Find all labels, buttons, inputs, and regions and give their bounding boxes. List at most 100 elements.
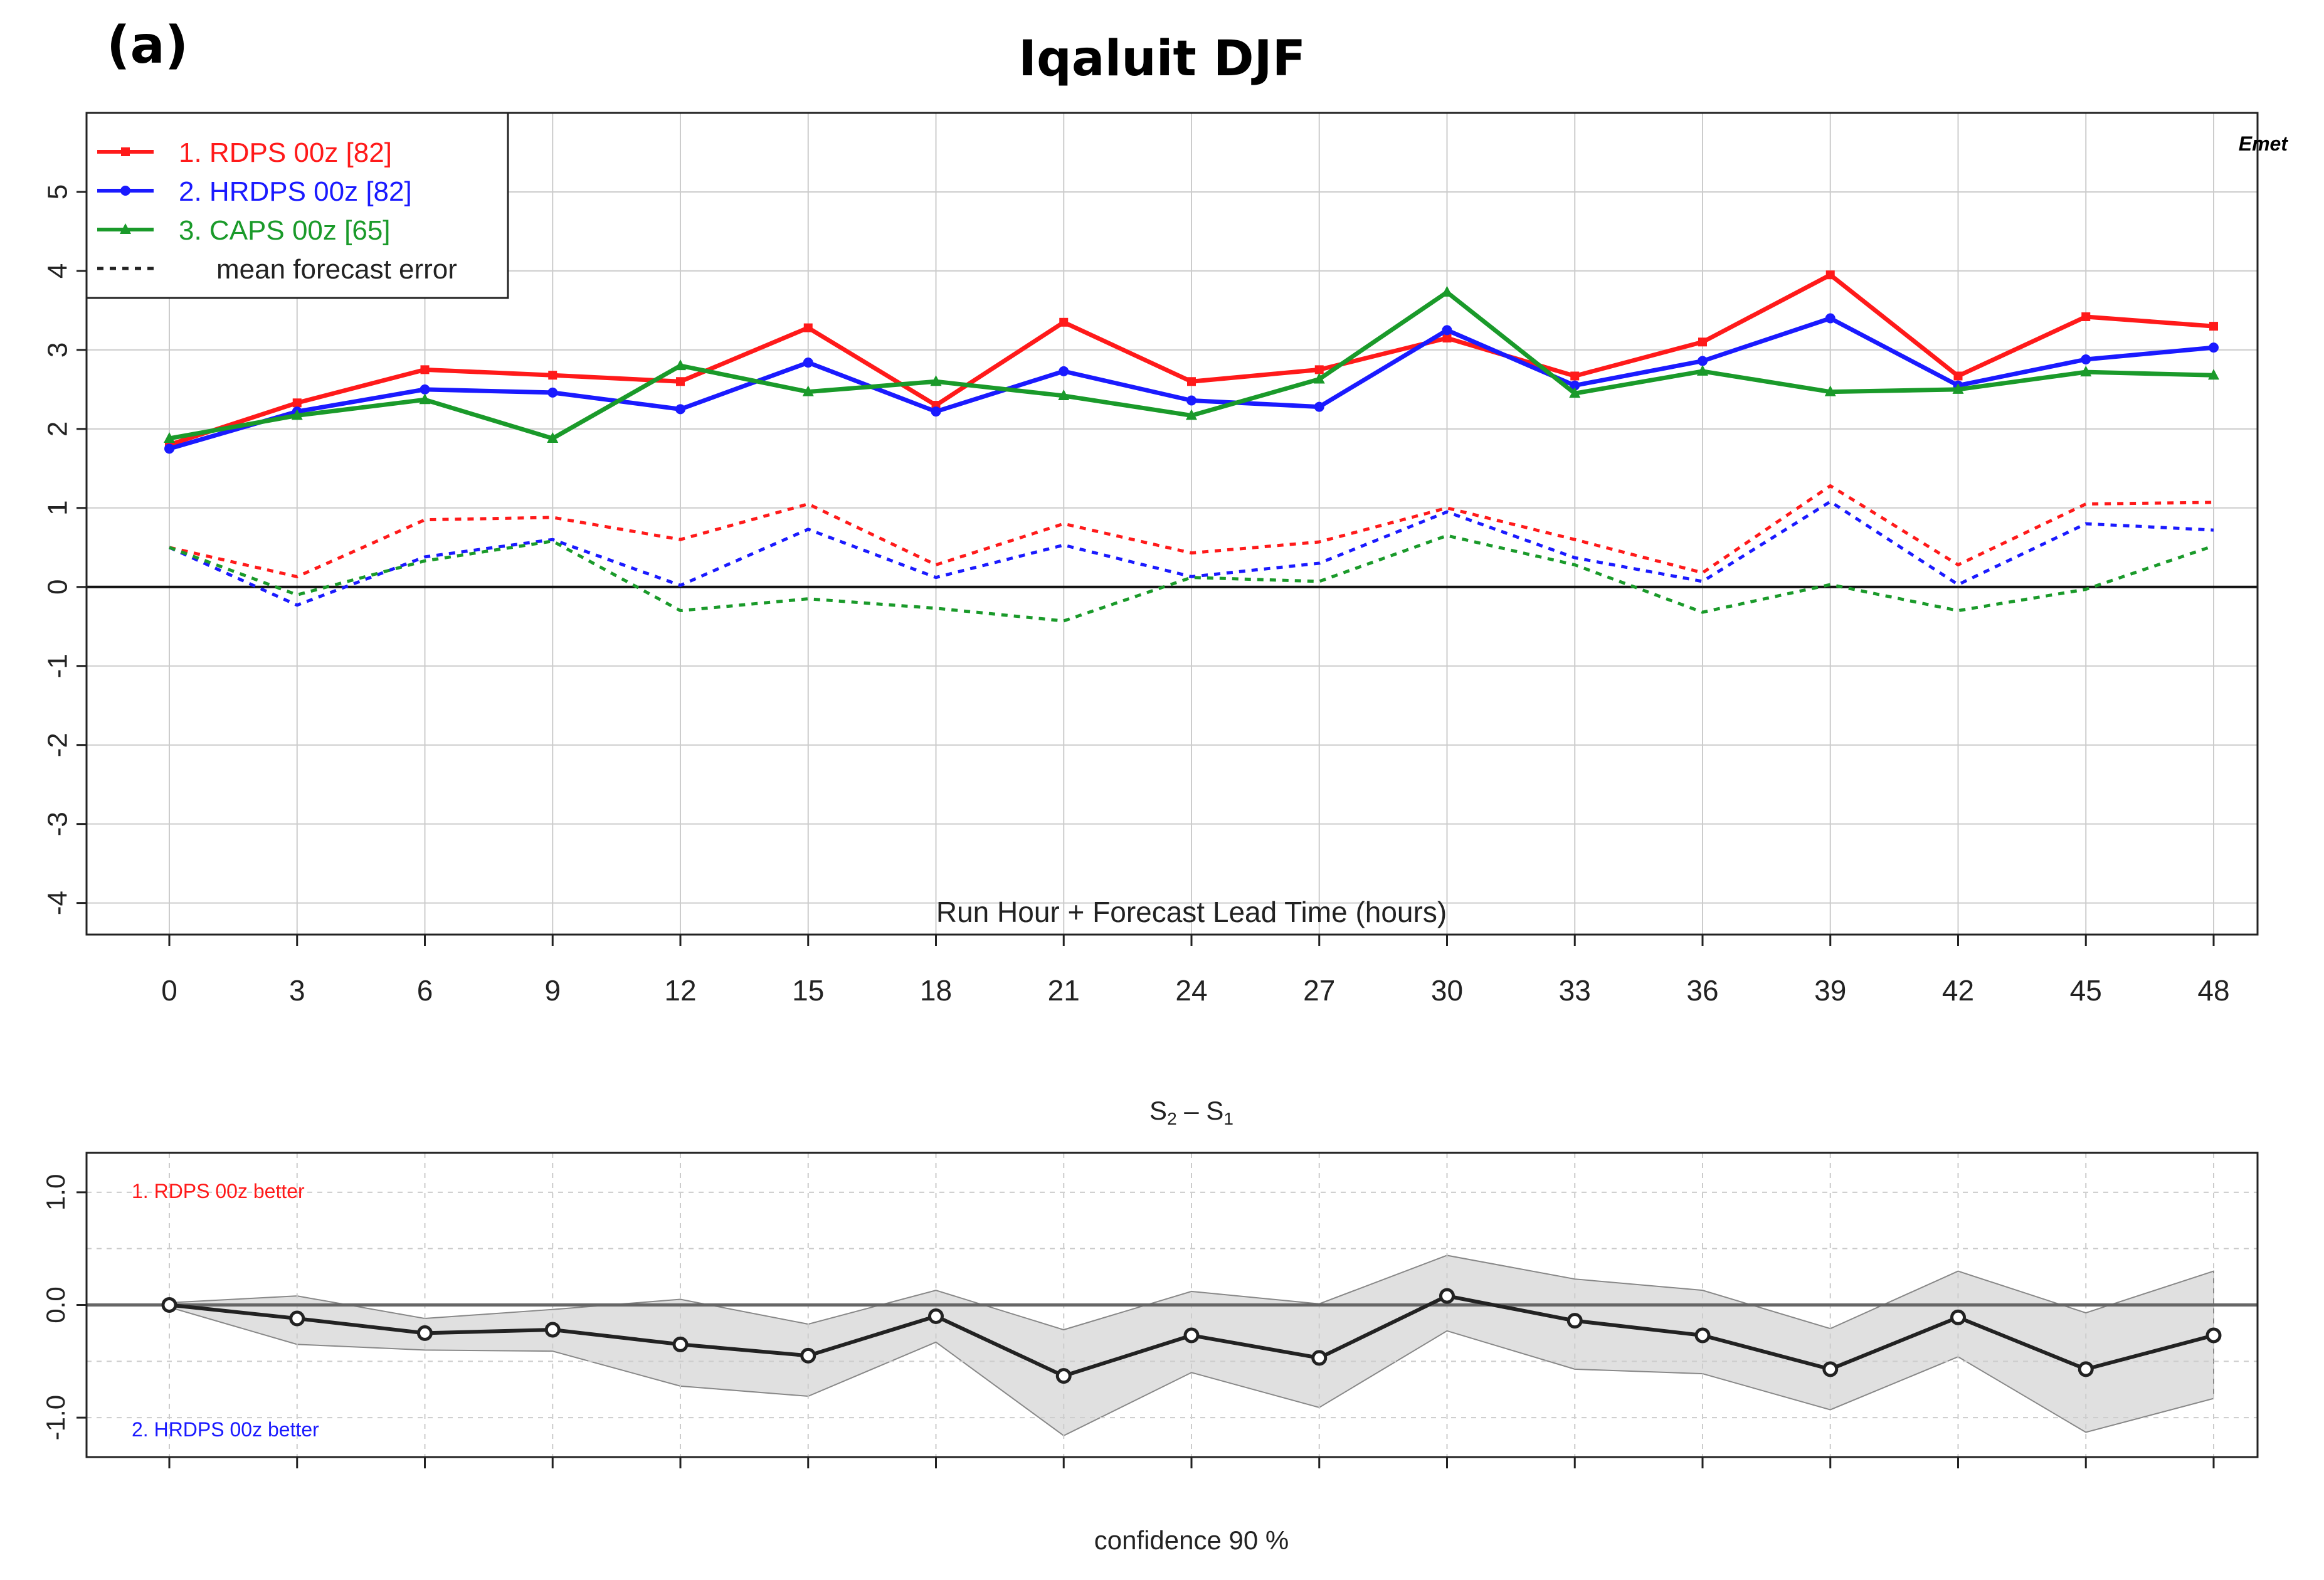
caps-point: [1058, 389, 1070, 400]
caps-point: [547, 432, 559, 443]
hrdps-point: [1570, 380, 1580, 391]
legend-label-caps: 3. CAPS 00z [65]: [179, 215, 391, 246]
source-tag: Emet: [2239, 132, 2289, 155]
series-caps-dotted: [169, 534, 2214, 623]
hrdps-point: [547, 387, 558, 398]
x-tick-label: 12: [664, 974, 696, 1007]
caps-point: [675, 359, 686, 371]
diff-point: [417, 1325, 433, 1341]
x-tick-label: 9: [544, 974, 561, 1007]
rdps-point: [2209, 322, 2218, 331]
x-tick-label: 21: [1048, 974, 1080, 1007]
rdps-point: [548, 371, 557, 380]
x-tick-label: 15: [792, 974, 824, 1007]
by-tick-label: 0.0: [41, 1286, 70, 1323]
x-tick-label: 3: [289, 974, 305, 1007]
caps-point: [291, 409, 303, 420]
caps-point: [1569, 387, 1581, 398]
legend-marker-hrdps: [120, 186, 130, 196]
x-tick-label: 36: [1686, 974, 1718, 1007]
rdps-point: [420, 365, 430, 374]
hrdps-point: [420, 384, 430, 395]
diff-point: [1566, 1313, 1583, 1329]
caps-point: [802, 385, 814, 396]
hrdps-point: [1825, 313, 1835, 324]
rdps-point: [676, 377, 685, 386]
y-tick-label: 1: [43, 501, 73, 516]
caps-point: [419, 393, 431, 405]
diff-point: [161, 1297, 177, 1313]
caps-point: [1186, 409, 1197, 420]
caps-point: [1952, 383, 1964, 394]
hrdps-point: [2209, 342, 2219, 353]
chart-title: Iqaluit DJF: [1018, 31, 1306, 87]
hrdps-point: [1186, 395, 1196, 406]
diff-point: [1694, 1327, 1711, 1344]
y-tick-label: 2: [43, 422, 73, 437]
diff-point: [544, 1322, 561, 1338]
y-tick-label: 5: [43, 184, 73, 199]
hrdps-point: [164, 443, 174, 454]
diff-point: [800, 1347, 816, 1364]
diff-point: [1950, 1309, 1966, 1325]
hrdps-point: [2081, 354, 2091, 364]
caps-point: [164, 432, 175, 443]
diff-point: [1311, 1350, 1328, 1366]
caps-point: [2080, 366, 2092, 377]
by-tick-label: -1.0: [41, 1395, 70, 1440]
rdps-point: [2081, 312, 2091, 321]
caps-point: [1824, 385, 1836, 396]
caps-point: [1441, 285, 1453, 297]
x-tick-label: 39: [1814, 974, 1846, 1007]
series-hrdps-dotted: [168, 500, 2214, 607]
hrdps-point: [1442, 325, 1452, 336]
x-tick-label: 18: [920, 974, 952, 1007]
top-plot-frame: [85, 112, 2259, 936]
rdps-better-label: 1. RDPS 00z better: [132, 1180, 305, 1202]
hrdps-point: [1314, 401, 1324, 412]
panel-label: (a): [107, 16, 188, 75]
confidence-footer: confidence 90 %: [1094, 1525, 1289, 1555]
hrdps-better-label: 2. HRDPS 00z better: [132, 1418, 319, 1441]
legend-label-mean-error: mean forecast error: [216, 254, 457, 285]
series-rdps-dotted: [169, 484, 2214, 578]
rdps-point: [1570, 371, 1580, 381]
rdps-point: [1825, 270, 1835, 280]
bottom-grid: [87, 1153, 2258, 1457]
bottom-y-axis: -1.0 0.0 1.0: [41, 1174, 87, 1440]
x-tick-label: 6: [417, 974, 433, 1007]
caps-point: [2208, 369, 2219, 380]
bottom-series-group: [161, 1288, 2222, 1384]
rdps-point: [803, 323, 813, 332]
x-tick-label: 45: [2070, 974, 2102, 1007]
diff-title: S2 – S1: [1149, 1096, 1233, 1128]
diff-point: [2078, 1361, 2094, 1377]
hrdps-point: [803, 358, 813, 368]
hrdps-point: [1059, 366, 1069, 376]
x-tick-label: 42: [1942, 974, 1974, 1007]
y-tick-label: -1: [43, 654, 73, 678]
top-x-axis: 0 3 6 9 12 15 18 21 24 27 30 33 36 39 42 45 48: [161, 935, 2230, 1007]
caps-point: [930, 375, 942, 386]
rdps-point: [1698, 337, 1707, 347]
rdps-point: [1953, 371, 1963, 381]
hrdps-point: [931, 406, 941, 417]
diff-point: [928, 1308, 944, 1324]
legend-marker-rdps: [121, 147, 130, 156]
diff-point: [1439, 1288, 1455, 1304]
y-tick-label: 3: [43, 342, 73, 358]
diff-point: [1183, 1327, 1200, 1344]
x-axis-label: Run Hour + Forecast Lead Time (hours): [936, 896, 1447, 928]
diff-point: [289, 1310, 305, 1327]
diff-point: [1822, 1361, 1839, 1377]
hrdps-point: [1698, 356, 1708, 366]
legend-marker-caps: [120, 223, 131, 234]
x-tick-label: 48: [2197, 974, 2229, 1007]
y-tick-label: -2: [43, 733, 73, 757]
rdps-point: [1187, 377, 1196, 386]
legend-label-rdps: 1. RDPS 00z [82]: [179, 137, 392, 168]
x-tick-label: 0: [161, 974, 177, 1007]
x-tick-label: 27: [1303, 974, 1335, 1007]
